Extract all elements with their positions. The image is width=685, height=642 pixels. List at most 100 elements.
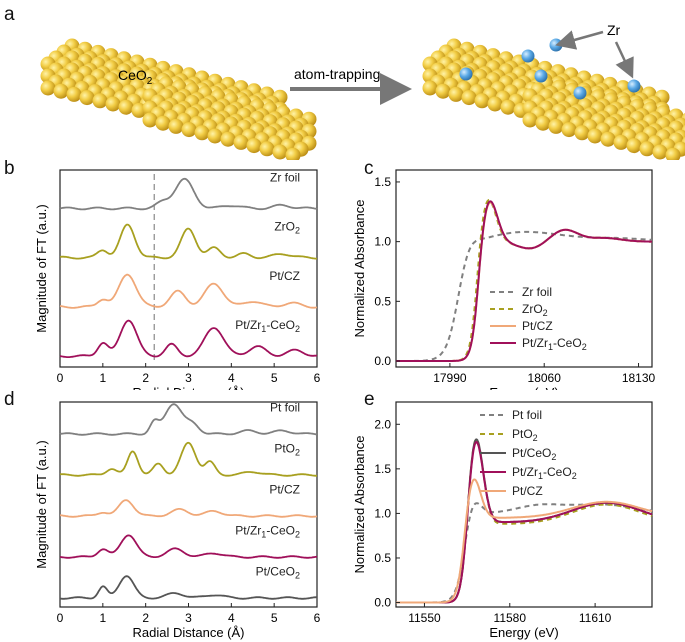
ceo2-atom (66, 86, 82, 102)
zr-pointer-arrow-1 (555, 30, 604, 50)
zr-atom (459, 67, 473, 81)
ceo2-atom (522, 112, 538, 128)
ceo2-atom (548, 118, 564, 134)
ceo2-slab-right (422, 38, 685, 160)
series-label: Pt/CeO2 (512, 446, 556, 462)
chart-b-ft-zr: Zr foil ZrO2 Pt/CZ Pt/Zr1-CeO2 0 1 2 3 4 5 6 Radial… (34, 169, 321, 390)
x-axis-label: Energy (eV) (489, 385, 558, 390)
ceo2-atom (613, 134, 629, 150)
series-line (396, 438, 653, 604)
y-axis-label: Magnitude of FT (a.u.) (34, 204, 49, 332)
ceo2-atom (194, 125, 210, 141)
arrow-label: atom-trapping (294, 66, 380, 82)
series-label: Zr foil (522, 285, 552, 299)
atom-trapping-illustration: CeO2 atom-trapping Zr (40, 22, 685, 160)
series-label: Pt/CZ (512, 484, 543, 498)
x-tick-label: 18060 (528, 371, 562, 385)
plot-frame (395, 401, 653, 608)
ceo2-slab-left (40, 38, 317, 160)
x-tick-label: 18130 (622, 371, 656, 385)
ceo2-atom (233, 134, 249, 150)
y-tick-label: 1.0 (374, 235, 391, 249)
x-tick-label: 0 (57, 371, 64, 385)
series-line (59, 403, 318, 436)
series-line (59, 441, 317, 477)
y-axis-label: Magnitude of FT (a.u.) (34, 440, 49, 568)
zr-atom (521, 49, 535, 63)
x-tick-label: 2 (142, 611, 149, 625)
ceo2-atom (461, 90, 477, 106)
x-axis-label: Energy (eV) (489, 625, 558, 640)
ceo2-atom (220, 131, 236, 147)
x-tick-label: 4 (228, 371, 235, 385)
ceo2-atom (168, 118, 184, 134)
ceo2-atom (639, 141, 655, 157)
series-line (60, 499, 318, 518)
ceo2-atom (665, 147, 681, 160)
ceo2-atom (118, 99, 134, 115)
ceo2-atom (142, 112, 158, 128)
x-tick-label: 2 (142, 371, 149, 385)
x-tick-label: 11580 (494, 611, 527, 625)
ceo2-atom (626, 138, 642, 154)
zr-atom (534, 69, 548, 83)
y-tick-label: 1.5 (374, 462, 391, 476)
zr-label: Zr (607, 22, 621, 38)
ceo2-atom (272, 144, 288, 160)
ceo2-atom (422, 80, 438, 96)
x-axis-label: Radial Distance (Å) (133, 385, 245, 390)
ceo2-atom (53, 83, 69, 99)
x-tick-label: 5 (271, 611, 278, 625)
series-label: ZrO2 (274, 220, 300, 236)
series-label: Pt/Zr1-CeO2 (512, 465, 577, 481)
x-tick-label: 1 (99, 611, 106, 625)
y-axis-label: Normalized Absorbance (352, 435, 367, 573)
ceo2-atom (500, 99, 516, 115)
series-line (59, 177, 318, 211)
ceo2-atom (181, 122, 197, 138)
zr-atom (627, 79, 641, 93)
ceo2-atom (535, 115, 551, 131)
x-tick-label: 11550 (408, 611, 441, 625)
series-label: Pt/Zr1-CeO2 (235, 523, 300, 539)
ceo2-atom (40, 80, 56, 96)
series-line (59, 223, 317, 260)
x-tick-label: 3 (185, 611, 192, 625)
series-label: Pt/CZ (269, 269, 300, 283)
y-tick-label: 0.0 (374, 596, 391, 610)
ceo2-atom (246, 138, 262, 154)
x-tick-label: 1 (99, 371, 106, 385)
series-label: Pt/CeO2 (256, 564, 300, 580)
x-tick-label: 5 (271, 371, 278, 385)
series-line (396, 478, 653, 604)
ceo2-atom (574, 125, 590, 141)
series-label: Pt/CZ (522, 319, 553, 333)
ceo2-atom (435, 83, 451, 99)
ceo2-atom (92, 93, 108, 109)
ceo2-atom (79, 90, 95, 106)
x-tick-label: 0 (57, 611, 64, 625)
ceo2-atom (105, 96, 121, 112)
chart-c-xanes-zr: 17990 18060 18130 0.0 0.5 1.0 1.5 Energy (eV) No… (352, 169, 656, 390)
x-tick-label: 3 (185, 371, 192, 385)
series-line (59, 534, 318, 559)
series-line (396, 502, 653, 604)
chart-d-ft-pt: Pt foil PtO2 Pt/CZ Pt/Zr1-CeO2 Pt/CeO2 0 1 2 3 4 5… (34, 400, 321, 640)
series-line (396, 200, 652, 362)
x-tick-label: 6 (314, 611, 321, 625)
series-line (59, 575, 317, 600)
y-axis-label: Normalized Absorbance (352, 199, 367, 337)
plot-frame (395, 169, 653, 368)
series-label: Pt/Zr1-CeO2 (522, 336, 587, 352)
zr-atom (573, 86, 587, 100)
x-axis-label: Radial Distance (Å) (133, 625, 245, 640)
ceo2-atom (207, 128, 223, 144)
series-label: Pt foil (512, 408, 542, 422)
ceo2-atom (652, 144, 668, 160)
x-tick-label: 6 (314, 371, 321, 385)
zr-pointer-arrow-2 (614, 41, 634, 79)
ceo2-label: CeO2 (118, 67, 153, 87)
series-line (59, 273, 318, 309)
panel-label-c: c (364, 158, 374, 179)
y-tick-label: 1.0 (374, 506, 391, 520)
